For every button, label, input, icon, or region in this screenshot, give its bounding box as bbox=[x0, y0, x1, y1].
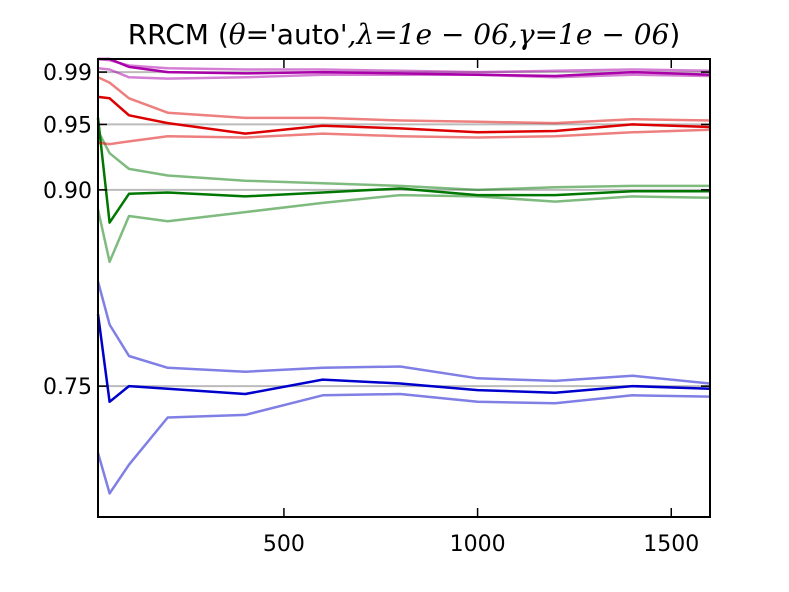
series-line-1-mean bbox=[96, 314, 711, 404]
series-line-5-bound bbox=[96, 193, 711, 264]
axes: 0.75 0.90 0.95 0.99 500 1000 1500 bbox=[43, 59, 710, 557]
x-tick-label-1: 1000 bbox=[450, 532, 506, 557]
title-suffix: ) bbox=[669, 18, 680, 51]
title-comma-2: , bbox=[509, 18, 518, 51]
plot-frame bbox=[97, 58, 711, 518]
y-tick-label-2: 0.95 bbox=[43, 113, 92, 138]
x-tick-label-0: 500 bbox=[263, 532, 305, 557]
x-tick-label-2: 1500 bbox=[643, 532, 699, 557]
title-lambda-value: 1e − 06 bbox=[398, 18, 509, 51]
title-theta: θ bbox=[229, 18, 246, 51]
title-comma-1: , bbox=[348, 18, 357, 51]
chart-title: RRCM (θ='auto',λ=1e − 06,γ=1e − 06) bbox=[128, 18, 681, 51]
series-line-7-mean bbox=[97, 95, 711, 135]
series-line-6-bound bbox=[97, 76, 711, 125]
title-gamma-value: 1e − 06 bbox=[558, 18, 669, 51]
series-line-9-bound bbox=[97, 57, 711, 74]
title-lambda: λ bbox=[355, 18, 374, 51]
series-line-10-mean bbox=[98, 57, 711, 78]
title-prefix: RRCM ( bbox=[128, 18, 229, 51]
series-line-4-mean bbox=[96, 117, 710, 224]
title-auto: 'auto' bbox=[269, 18, 347, 51]
title-gamma: γ bbox=[518, 18, 535, 51]
title-eq-1: = bbox=[246, 18, 269, 51]
title-eq-2: = bbox=[374, 18, 397, 51]
series-line-8-bound bbox=[97, 128, 711, 146]
title-eq-3: = bbox=[535, 18, 558, 51]
series-line-2-bound bbox=[96, 392, 711, 495]
plot-area bbox=[96, 57, 711, 495]
y-tick-label-0: 0.75 bbox=[43, 375, 92, 400]
series-line-0-bound bbox=[96, 281, 711, 385]
y-tick-label-3: 0.99 bbox=[43, 61, 92, 86]
series-line-3-bound bbox=[96, 130, 710, 192]
y-tick-label-1: 0.90 bbox=[43, 179, 92, 204]
series-line-11-bound bbox=[97, 66, 711, 80]
